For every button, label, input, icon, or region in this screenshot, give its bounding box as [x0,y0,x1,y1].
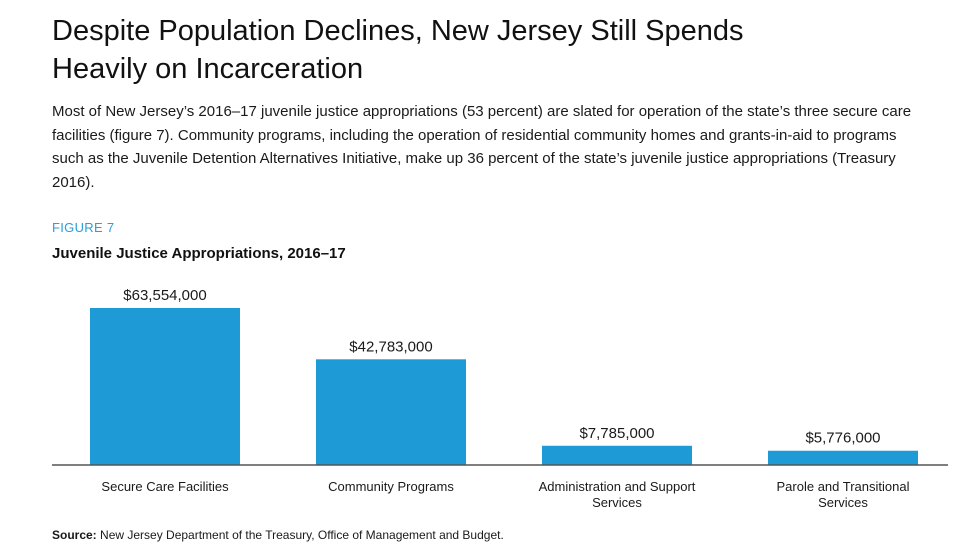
heading-line-1: Despite Population Declines, New Jersey … [52,15,744,47]
category-label-3-line-1: Administration and Support [539,479,696,494]
bar-2 [316,359,466,465]
bar-chart: $63,554,000 Secure Care Facilities $42,783… [52,287,948,510]
category-label-4-line-1: Parole and Transitional [777,479,910,494]
data-label-1: $63,554,000 [123,287,206,304]
bar-1 [90,308,240,465]
heading-line-2: Heavily on Incarceration [52,53,364,85]
data-label-3: $7,785,000 [579,425,654,442]
page-heading: Despite Population Declines, New Jersey … [52,12,952,88]
source-note: Source: New Jersey Department of the Tre… [52,528,504,542]
source-label: Source: [52,528,97,542]
source-text: New Jersey Department of the Treasury, O… [96,528,504,542]
figure-label: FIGURE 7 [52,220,115,235]
category-label-3-line-2: Services [592,495,642,510]
category-label-2: Community Programs [328,479,454,494]
data-label-2: $42,783,000 [349,338,432,355]
bar-4 [768,450,918,465]
data-label-4: $5,776,000 [805,430,880,447]
bar-3 [542,445,692,465]
category-label-4-line-2: Services [818,495,868,510]
chart-title: Juvenile Justice Appropriations, 2016–17 [52,245,346,262]
intro-paragraph: Most of New Jersey’s 2016–17 juvenile ju… [52,103,912,191]
category-label-1: Secure Care Facilities [101,479,229,494]
